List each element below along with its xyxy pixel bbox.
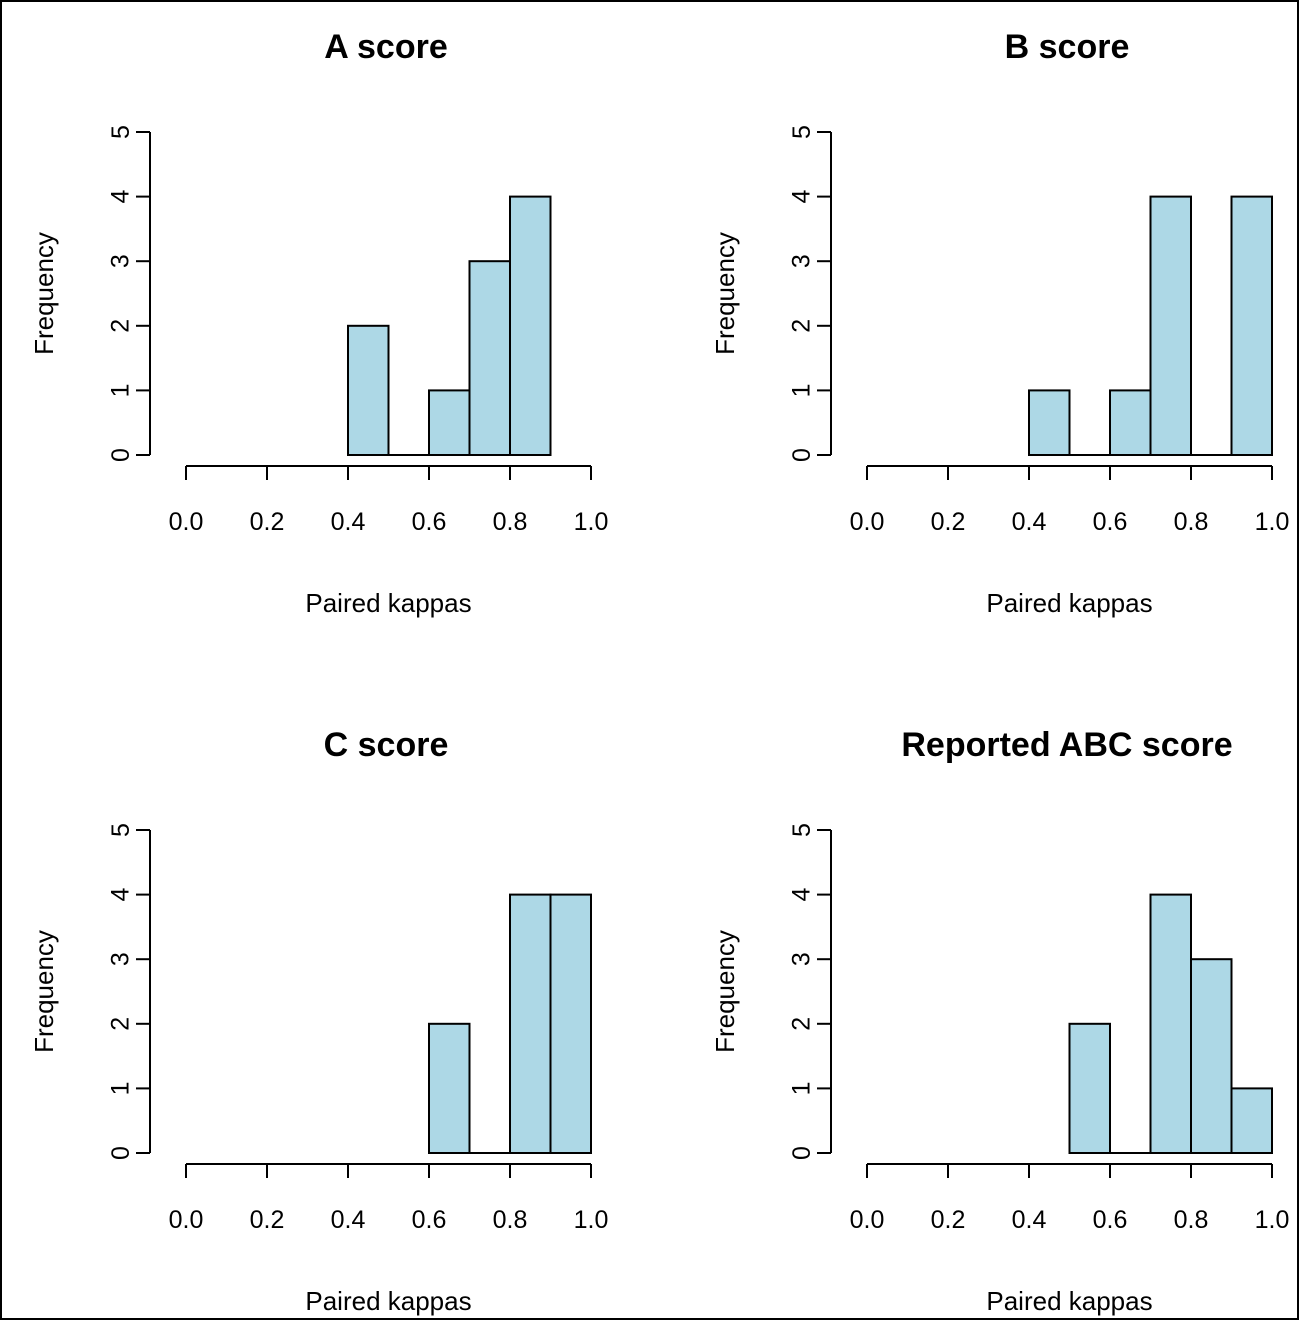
y-tick-label: 5 [788, 125, 816, 139]
y-tick-label: 2 [107, 319, 135, 333]
x-tick-label: 0.0 [169, 508, 204, 536]
chart-title: B score [1005, 28, 1130, 66]
x-tick-label: 0.8 [1174, 508, 1209, 536]
y-tick-label: 4 [788, 888, 816, 902]
histogram-bar [509, 195, 552, 456]
x-tick-label: 0.0 [850, 508, 885, 536]
x-tick-label: 0.6 [1093, 1206, 1128, 1234]
x-tick-label: 0.8 [493, 1206, 528, 1234]
y-tick-label: 2 [788, 319, 816, 333]
y-axis-label: Frequency [710, 232, 740, 355]
y-tick-label: 5 [788, 823, 816, 837]
x-tick-label: 1.0 [1255, 508, 1290, 536]
y-tick-label: 4 [788, 190, 816, 204]
x-tick-label: 1.0 [574, 1206, 609, 1234]
x-tick-label: 0.2 [931, 508, 966, 536]
y-tick-label: 2 [788, 1017, 816, 1031]
x-tick-label: 0.2 [250, 508, 285, 536]
x-axis-label: Paired kappas [986, 588, 1152, 618]
y-tick-label: 1 [788, 383, 816, 397]
y-tick-label: 4 [107, 190, 135, 204]
y-tick-label: 0 [788, 1146, 816, 1160]
y-tick-label: 1 [788, 1081, 816, 1095]
y-tick-label: 0 [107, 1146, 135, 1160]
histogram-bar [1190, 958, 1233, 1155]
y-tick-label: 0 [788, 448, 816, 462]
y-tick-label: 0 [107, 448, 135, 462]
y-tick-label: 3 [788, 254, 816, 268]
y-tick-label: 5 [107, 823, 135, 837]
x-tick-label: 0.8 [493, 508, 528, 536]
histogram-bar [428, 389, 471, 456]
histogram-bar [509, 893, 552, 1154]
x-tick-label: 0.6 [412, 508, 447, 536]
chart-title: A score [324, 28, 447, 66]
x-tick-label: 0.2 [931, 1206, 966, 1234]
x-tick-label: 1.0 [1255, 1206, 1290, 1234]
x-tick-label: 0.8 [1174, 1206, 1209, 1234]
x-tick-label: 0.4 [331, 508, 366, 536]
y-tick-label: 4 [107, 888, 135, 902]
chart-title: C score [324, 726, 449, 764]
histogram-bar [428, 1022, 471, 1154]
y-tick-label: 2 [107, 1017, 135, 1031]
y-tick-label: 3 [788, 952, 816, 966]
x-axis-label: Paired kappas [305, 588, 471, 618]
x-axis-label: Paired kappas [986, 1286, 1152, 1316]
histogram-bar [1149, 893, 1192, 1154]
x-tick-label: 0.6 [412, 1206, 447, 1234]
histogram-bar [1109, 389, 1152, 456]
histogram-bar [1149, 195, 1192, 456]
y-axis-label: Frequency [29, 930, 59, 1053]
histogram-bar [1230, 195, 1273, 456]
x-tick-label: 1.0 [574, 508, 609, 536]
x-tick-label: 0.4 [331, 1206, 366, 1234]
x-tick-label: 0.0 [169, 1206, 204, 1234]
histogram-bar [1068, 1022, 1111, 1154]
x-tick-label: 0.4 [1012, 1206, 1047, 1234]
x-tick-label: 0.0 [850, 1206, 885, 1234]
histogram-bar [347, 324, 390, 456]
histogram-bar [549, 893, 592, 1154]
chart-title: Reported ABC score [901, 726, 1232, 764]
histogram-bar [468, 260, 511, 457]
x-tick-label: 0.2 [250, 1206, 285, 1234]
histogram-bar [1230, 1087, 1273, 1155]
y-axis-label: Frequency [29, 232, 59, 355]
x-tick-label: 0.4 [1012, 508, 1047, 536]
y-tick-label: 5 [107, 125, 135, 139]
y-axis-label: Frequency [710, 930, 740, 1053]
y-tick-label: 1 [107, 1081, 135, 1095]
y-tick-label: 3 [107, 952, 135, 966]
y-tick-label: 3 [107, 254, 135, 268]
y-tick-label: 1 [107, 383, 135, 397]
histogram-bar [1028, 389, 1071, 456]
x-tick-label: 0.6 [1093, 508, 1128, 536]
x-axis-label: Paired kappas [305, 1286, 471, 1316]
